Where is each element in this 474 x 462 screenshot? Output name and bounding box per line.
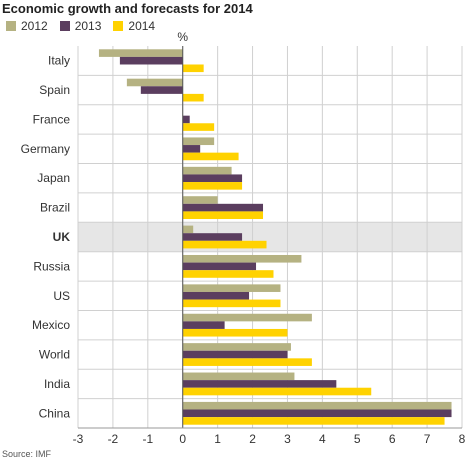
category-label-italy: Italy [48,54,70,68]
category-label-germany: Germany [21,142,70,156]
bar-mexico-2013 [182,321,225,329]
bar-mexico-2014 [182,328,288,337]
bar-india-2013 [182,380,337,388]
legend-label-2014: 2014 [128,19,156,33]
x-tick-label: -1 [142,432,153,446]
category-label-india: India [44,377,70,391]
bar-japan-2012 [182,166,232,175]
legend-item-2012: 2012 [6,19,48,33]
category-label-russia: Russia [33,259,70,273]
bar-india-2014 [182,387,372,396]
legend-swatch-2014 [113,21,124,31]
x-tick-label: 5 [354,432,361,446]
bar-spain-2014 [182,93,204,102]
bar-us-2014 [182,299,281,308]
x-tick-label: 1 [214,432,221,446]
bar-italy-2012 [98,49,183,57]
chart-title: Economic growth and forecasts for 2014 [2,1,253,16]
bar-italy-2014 [182,64,204,73]
category-label-us: US [53,289,70,303]
bar-germany-2014 [182,152,239,161]
bar-italy-2013 [119,56,183,65]
bar-japan-2014 [182,182,243,190]
category-label-brazil: Brazil [40,201,70,215]
legend-label-2012: 2012 [21,19,48,33]
bar-world-2012 [182,343,291,351]
x-unit-label: % [177,30,188,44]
bar-germany-2012 [182,137,215,146]
category-label-spain: Spain [39,83,70,97]
category-label-japan: Japan [37,171,70,185]
legend-item-2013: 2013 [59,19,102,33]
bar-world-2014 [182,358,312,366]
bar-india-2012 [182,372,295,381]
legend: 2012 2013 2014 [6,19,155,33]
x-tick-label: 4 [319,432,326,446]
source-note: Source: IMF [2,449,52,459]
bar-mexico-2012 [182,313,312,322]
category-label-uk: UK [53,230,71,244]
category-label-france: France [33,112,71,126]
legend-label-2013: 2013 [74,19,102,33]
x-tick-label: 7 [424,432,431,446]
x-tick-label: -3 [73,432,84,446]
bar-russia-2012 [182,254,302,263]
bar-uk-2012 [182,225,194,234]
bar-russia-2014 [182,270,274,278]
bar-world-2013 [182,350,288,359]
bar-spain-2012 [126,78,183,87]
bar-france-2014 [182,123,215,131]
legend-swatch-2012 [6,21,16,31]
bar-japan-2013 [182,174,243,183]
legend-item-2014: 2014 [113,19,155,33]
bar-brazil-2013 [182,203,264,212]
x-tick-label: 3 [284,432,291,446]
category-label-mexico: Mexico [32,318,70,332]
bar-uk-2014 [182,240,267,249]
x-tick-label: 6 [389,432,396,446]
bar-us-2012 [182,284,281,292]
legend-swatch-2013 [59,21,70,31]
highlight-band [78,222,462,252]
bar-us-2013 [182,291,250,300]
bar-france-2013 [182,115,190,124]
bar-brazil-2012 [182,196,218,204]
x-tick-label: -2 [108,432,119,446]
bar-china-2013 [182,409,452,418]
bar-brazil-2014 [182,211,264,220]
bar-china-2012 [182,401,452,410]
bar-russia-2013 [182,262,257,271]
bar-uk-2013 [182,233,243,241]
x-tick-label: 0 [179,432,186,446]
bar-germany-2013 [182,145,201,153]
bar-spain-2013 [140,86,183,94]
category-label-world: World [39,348,70,362]
bar-china-2014 [182,417,445,425]
category-label-china: China [39,406,71,420]
x-tick-label: 8 [459,432,466,446]
x-tick-label: 2 [249,432,256,446]
